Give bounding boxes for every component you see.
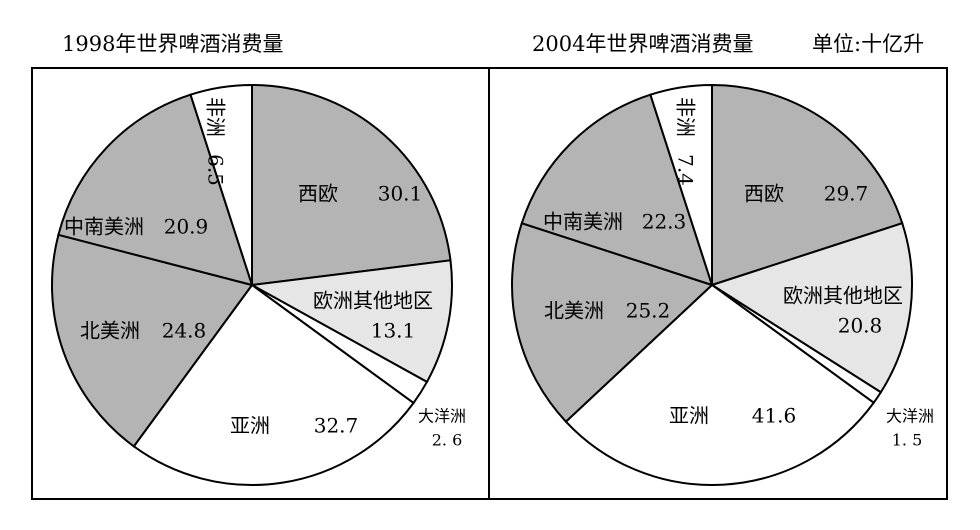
slice-label-1-4: 北美洲 (544, 299, 604, 323)
slice-value-1-2: 1. 5 (892, 431, 923, 450)
slice-label-1-0: 西欧 (744, 182, 784, 206)
pie-slice-1-3 (564, 283, 876, 486)
slice-value-1-4: 25.2 (626, 299, 671, 323)
pie-slice-0-0 (251, 83, 452, 287)
slice-value-0-2: 2. 6 (432, 431, 463, 450)
slice-value-1-1: 20.8 (838, 314, 883, 338)
slice-label-0-6: 非洲 (204, 97, 228, 137)
slice-label-0-4: 北美洲 (80, 319, 140, 343)
slice-label-1-3: 亚洲 (669, 404, 709, 428)
slice-value-1-0: 29.7 (824, 182, 869, 206)
slice-label-0-0: 西欧 (298, 182, 338, 206)
slice-label-0-1: 欧洲其他地区 (313, 289, 433, 313)
slice-label-0-3: 亚洲 (230, 414, 270, 438)
unit-label: 单位:十亿升 (812, 32, 925, 56)
pie-slice-0-3 (132, 283, 415, 486)
chart-title-1998: 1998年世界啤酒消费量 (62, 32, 284, 56)
pie-slice-1-4 (511, 221, 714, 424)
pie-slice-1-1 (709, 221, 913, 394)
slice-value-0-0: 30.1 (378, 182, 423, 206)
pie-slice-0-1 (248, 259, 453, 384)
slice-label-1-6: 非洲 (674, 97, 698, 137)
pie-1998: 西欧 30.1 欧洲其他地区 13.1 大洋洲 2. 6 亚洲 32.7 北美洲 24.8 中南美洲… (51, 83, 466, 486)
slice-label-1-5: 中南美洲 (543, 210, 623, 234)
chart-title-2004: 2004年世界啤酒消费量 (532, 32, 754, 56)
slice-label-0-2: 大洋洲 (418, 407, 466, 426)
pie-slice-0-4 (51, 233, 254, 448)
pie-slice-0-5 (57, 93, 254, 287)
slice-value-0-3: 32.7 (314, 414, 359, 438)
slice-value-1-6: 7.4 (674, 154, 698, 186)
slice-label-1-1: 欧洲其他地区 (783, 284, 903, 308)
slice-value-1-3: 41.6 (752, 404, 797, 428)
pie-2004: 西欧 29.7 欧洲其他地区 20.8 大洋洲 1. 5 亚洲 41.6 北美洲 25.2 中南美洲… (511, 83, 934, 486)
slice-value-1-5: 22.3 (642, 210, 687, 234)
slice-value-0-6: 6.5 (204, 154, 228, 186)
pie-slice-1-0 (711, 83, 904, 287)
slice-value-0-1: 13.1 (371, 319, 416, 343)
slice-value-0-5: 20.9 (164, 215, 209, 239)
slice-label-0-5: 中南美洲 (64, 215, 144, 239)
slice-label-1-2: 大洋洲 (886, 407, 934, 426)
pie-slice-1-5 (520, 93, 714, 287)
pie-slice-1-6 (649, 83, 713, 286)
slice-value-0-4: 24.8 (162, 319, 207, 343)
pie-slice-0-6 (189, 83, 253, 286)
